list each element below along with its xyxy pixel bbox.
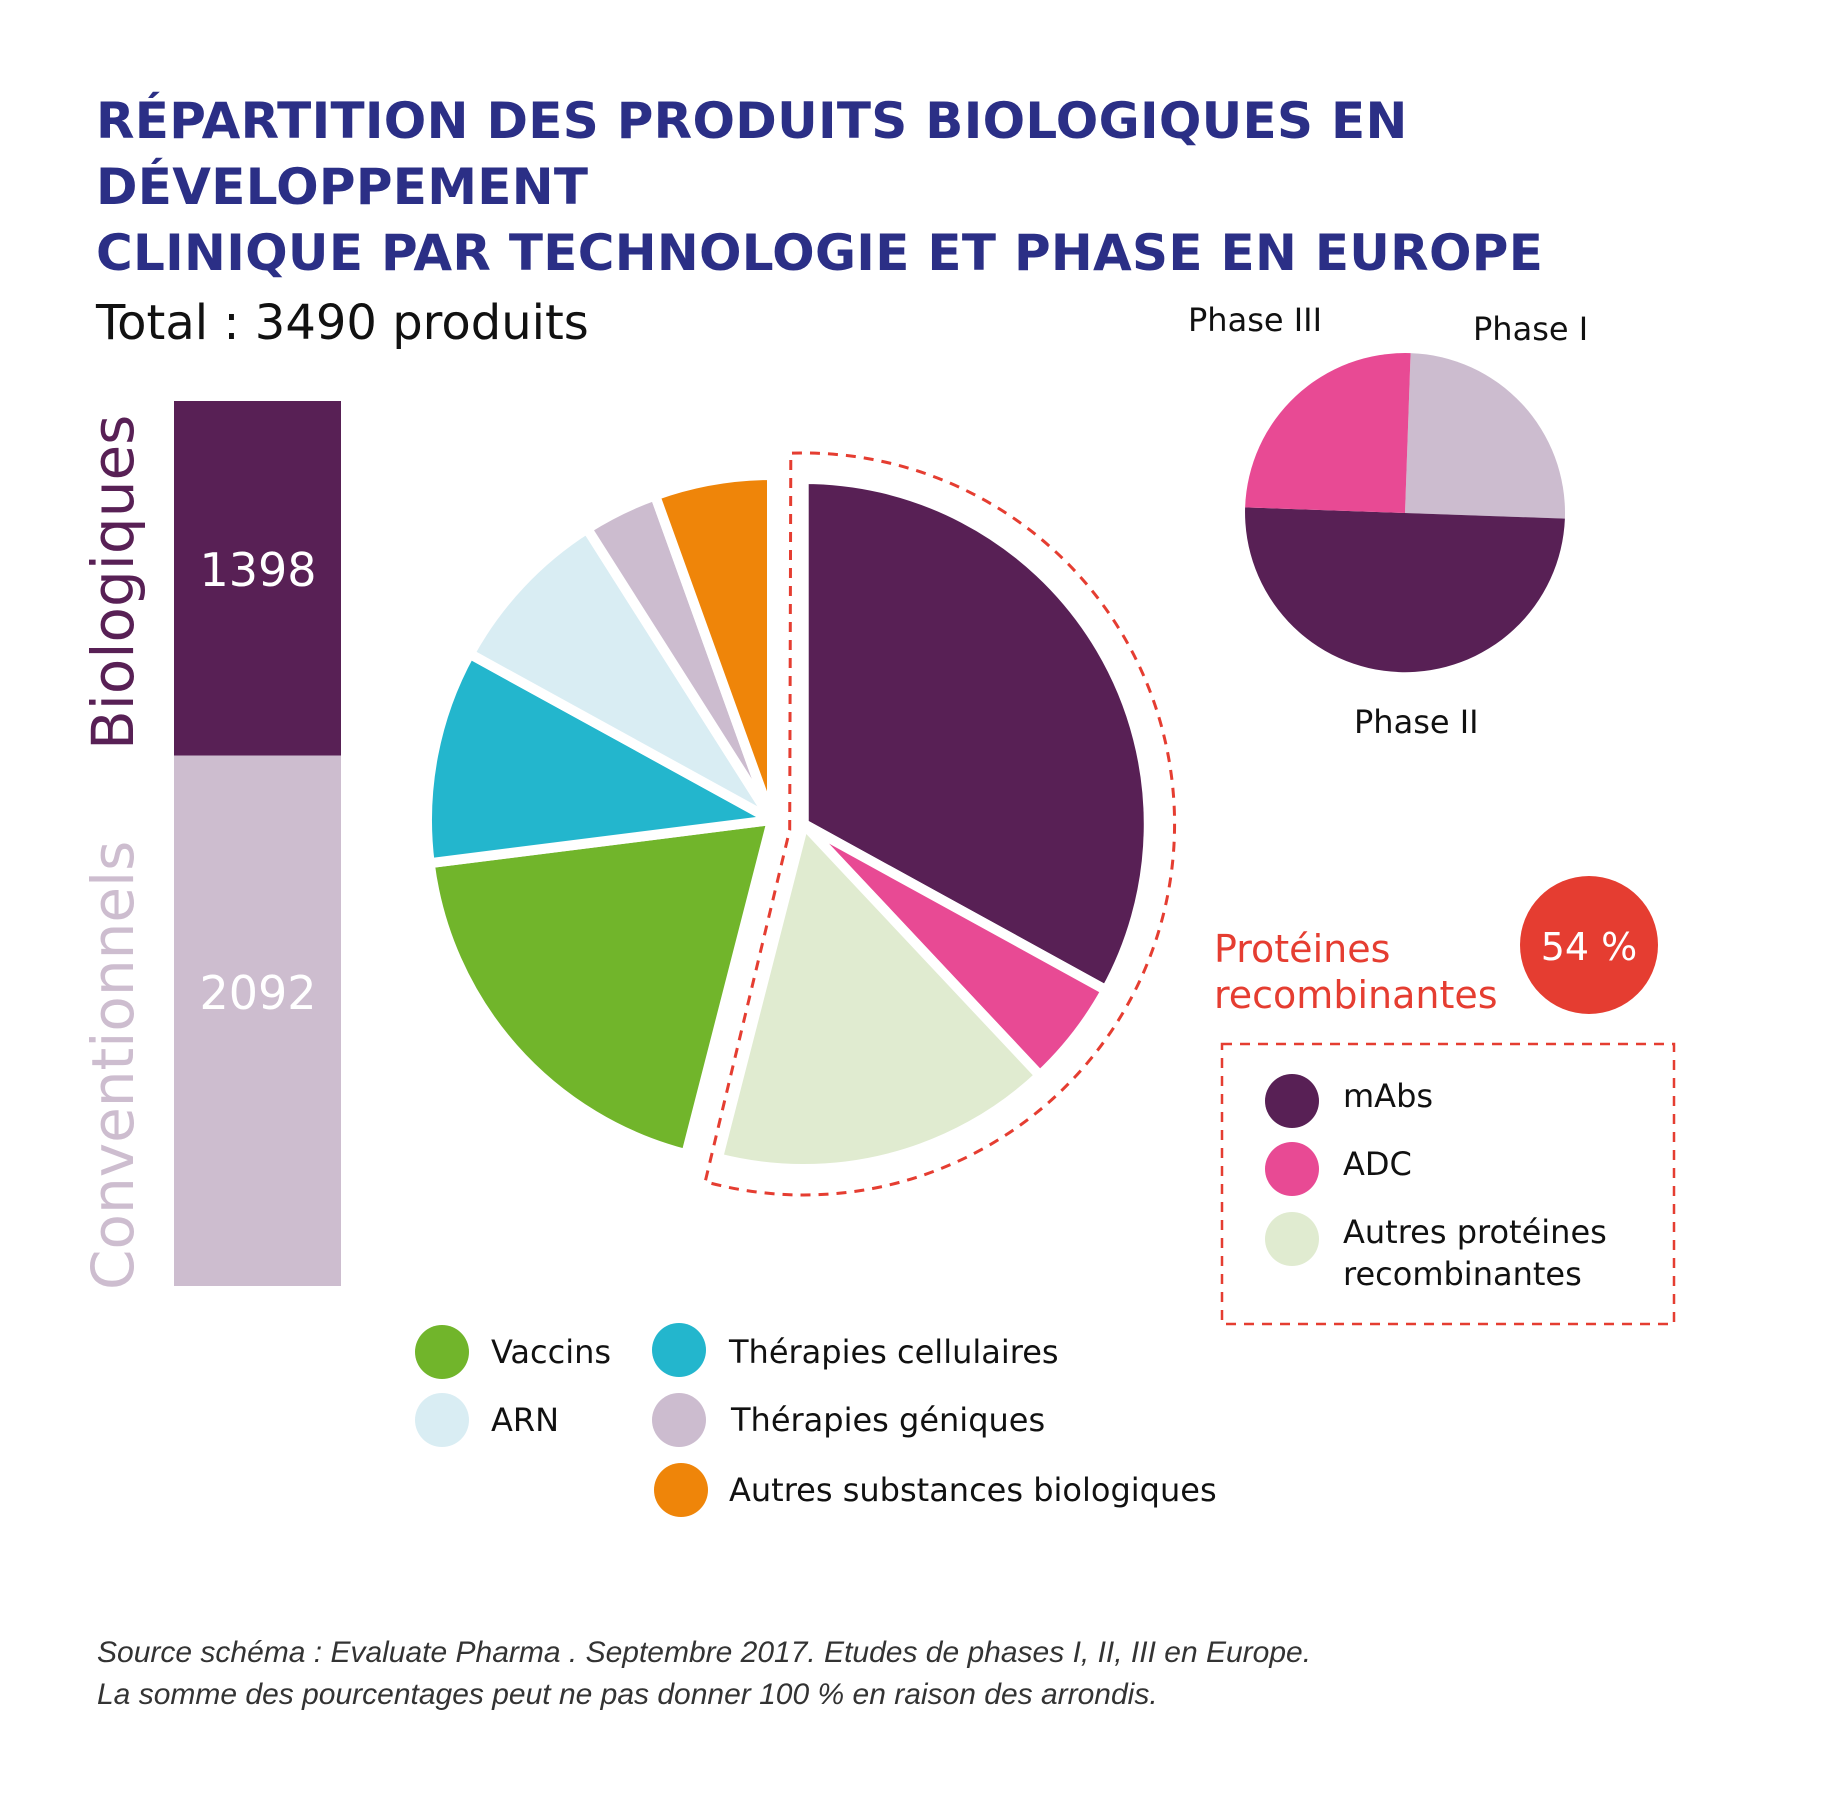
bar-category-label-biologiques: Biologiques [79,415,147,750]
legend-swatch-mabs [1265,1074,1319,1128]
legend-swatch-adc [1265,1142,1319,1196]
legend-label-therapies-geniques: Thérapies géniques [730,1401,1045,1439]
legend-swatch-arn [415,1393,469,1447]
exploded-group-outline [703,451,1177,1197]
legend-swatch-therapies-geniques [652,1393,706,1447]
bar-value-label-conventionnels: 2092 [199,966,316,1020]
phase-label-ii: Phase II [1354,703,1479,741]
legend-swatch-vaccins [415,1325,469,1379]
slice-therapies-cellulaires [421,647,788,869]
phase-label-iii: Phase III [1188,301,1322,339]
legend-label-vaccins: Vaccins [491,1333,611,1371]
phase-pie-slices [1245,353,1565,673]
legend-swatch-autres-proteines [1265,1212,1319,1266]
phase-slice-ii [1245,507,1565,673]
proteines-percent-value: 54 % [1541,925,1638,969]
slice-autres-substances [648,469,777,822]
bar-segment-conventionnels [174,755,341,1286]
chart-title-line-2: CLINIQUE PAR TECHNOLOGIE ET PHASE EN EUR… [96,224,1544,282]
legend-label-adc: ADC [1343,1145,1412,1183]
proteines-label-line-1: Protéines [1214,927,1390,971]
phase-slice-i [1405,353,1565,519]
proteines-percent-badge [1520,876,1658,1014]
slice-arn [462,521,777,825]
legend-label-mabs: mAbs [1343,1077,1433,1115]
legend-label-therapies-cellulaires: Thérapies cellulaires [728,1333,1059,1371]
bar-value-label-biologiques: 1398 [199,543,316,597]
source-note: Source schéma : Evaluate Pharma . Septem… [97,1632,1311,1716]
phase-label-i: Phase I [1473,310,1588,348]
legend-swatch-autres-substances [654,1463,708,1517]
bar-segment-biologiques [174,401,341,756]
legend-swatch-therapies-cellulaires [652,1323,706,1377]
slice-mabs [798,473,1154,997]
legend-label-autres-proteines-line-2: recombinantes [1343,1255,1582,1293]
technology-pie-slices [421,469,1154,1175]
proteines-legend-box [1220,1042,1676,1326]
chart-title-line-1: RÉPARTITION DES PRODUITS BIOLOGIQUES EN … [96,92,1408,216]
chart-title: RÉPARTITION DES PRODUITS BIOLOGIQUES EN … [96,88,1816,286]
legend-label-autres-proteines-line-1: Autres protéines [1343,1213,1607,1251]
slice-vaccins [424,814,779,1161]
proteines-label-line-2: recombinantes [1214,973,1498,1017]
total-label: Total : 3490 produits [96,295,589,351]
slice-autres-proteines [711,813,1047,1175]
legend-label-autres-substances: Autres substances biologiques [729,1471,1217,1509]
source-line-2: La somme des pourcentages peut ne pas do… [97,1678,1158,1711]
bar-category-label-conventionnels: Conventionnels [79,841,147,1290]
stacked-bar-chart: 1398 2092 Biologiques Conventionnels [79,401,341,1290]
phase-slice-iii [1245,353,1411,513]
source-line-1: Source schéma : Evaluate Pharma . Septem… [97,1636,1312,1669]
legend-label-arn: ARN [491,1401,559,1439]
